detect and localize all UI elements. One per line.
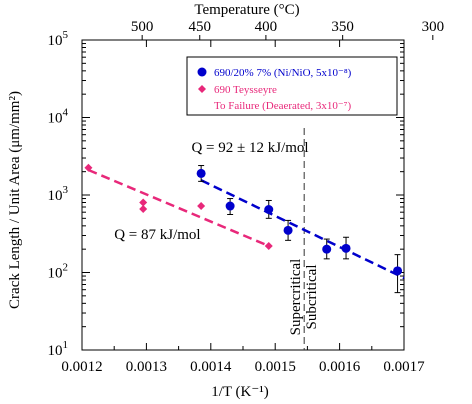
y-tick-label: 102 xyxy=(48,262,69,282)
y-tick-label: 103 xyxy=(48,184,69,204)
x-axis-title: 1/T (K⁻¹) xyxy=(211,384,269,400)
top-tick-label: 300 xyxy=(422,19,445,35)
x-tick-label: 0.0015 xyxy=(255,359,296,375)
top-tick-label: 450 xyxy=(188,19,211,35)
data-point-series-1 xyxy=(225,201,235,211)
y-tick-label: 101 xyxy=(48,339,69,359)
data-point-series-2 xyxy=(139,198,148,207)
top-axis-title: Temperature (°C) xyxy=(194,2,299,18)
activation-energy-label-1: Q = 92 ± 12 kJ/mol xyxy=(191,140,308,156)
fit-line-series-2 xyxy=(87,168,270,248)
legend-marker-series-2 xyxy=(198,85,206,93)
x-tick-label: 0.0013 xyxy=(126,359,167,375)
data-point-series-2 xyxy=(84,163,93,172)
x-tick-label: 0.0017 xyxy=(383,359,425,375)
supercritical-label: Supercritical xyxy=(288,259,304,336)
y-tick-label: 105 xyxy=(48,29,69,49)
legend-label-series-2: 690 Teysseyre xyxy=(214,84,277,96)
data-point-series-1 xyxy=(322,244,332,254)
data-point-series-1 xyxy=(196,168,206,178)
top-tick-label: 350 xyxy=(331,19,354,35)
data-point-series-1 xyxy=(393,266,403,276)
x-tick-label: 0.0012 xyxy=(61,359,102,375)
activation-energy-label-2: Q = 87 kJ/mol xyxy=(114,227,200,243)
data-point-series-1 xyxy=(341,243,351,253)
legend-marker-series-1 xyxy=(197,67,207,77)
x-tick-label: 0.0014 xyxy=(190,359,232,375)
top-tick-label: 500 xyxy=(131,19,154,35)
data-point-series-2 xyxy=(264,241,273,250)
subcritical-label: Subcritical xyxy=(304,265,320,330)
data-point-series-2 xyxy=(197,202,206,211)
fit-line-series-1 xyxy=(200,179,405,280)
top-tick-label: 400 xyxy=(255,19,278,35)
data-point-series-2 xyxy=(139,204,148,213)
legend-sublabel-series-2: To Failure (Deaerated, 3x10⁻⁷) xyxy=(214,100,351,112)
legend-box xyxy=(186,56,398,116)
y-tick-label: 104 xyxy=(48,107,69,127)
x-tick-label: 0.0016 xyxy=(319,359,361,375)
y-axis-title: Crack Length / Unit Area (μm/mm²) xyxy=(7,91,23,309)
data-point-series-1 xyxy=(264,204,274,214)
data-point-series-1 xyxy=(283,225,293,235)
legend-label-series-1: 690/20% 7% (Ni/NiO, 5x10⁻⁸) xyxy=(214,67,352,79)
